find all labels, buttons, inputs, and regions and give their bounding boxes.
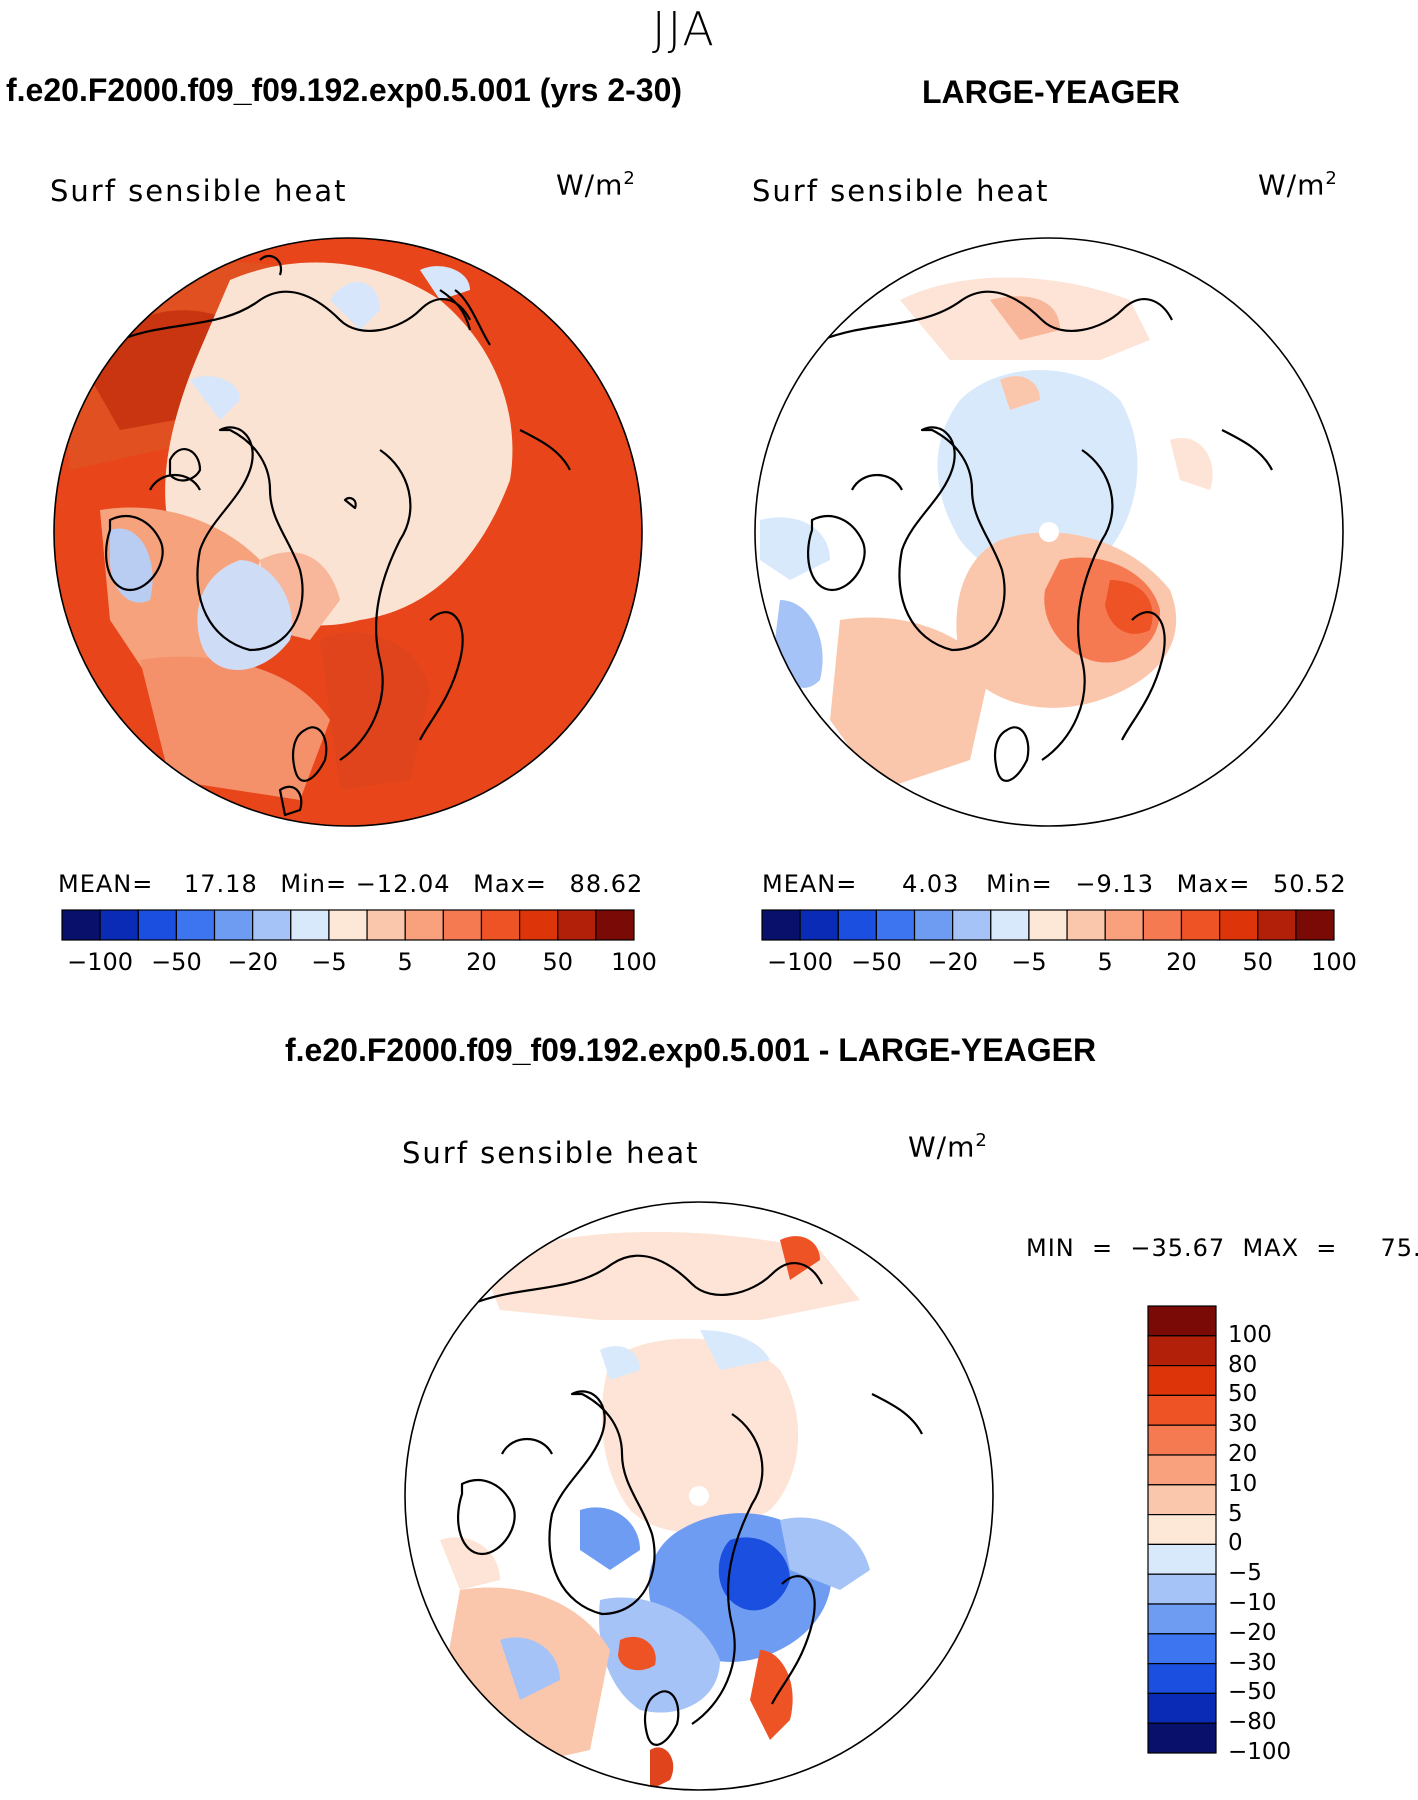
colorbar-swatch — [213, 909, 254, 941]
colorbar-tick-label: −20 — [1228, 1619, 1277, 1646]
colorbar-swatch — [875, 909, 916, 941]
colorbar-tick-label: 5 — [1228, 1500, 1243, 1527]
colorbar-swatch — [595, 909, 635, 941]
colorbar-swatch — [1147, 1662, 1217, 1694]
panel-1-units: W/m2 — [556, 168, 636, 202]
panel-1-stats: MEAN= 17.18 Min= −12.04 Max= 88.62 — [58, 870, 644, 898]
panel-1-title: f.e20.F2000.f09_f09.192.exp0.5.001 (yrs … — [6, 72, 683, 108]
colorbar-swatch — [557, 909, 597, 941]
colorbar-swatch — [1147, 1484, 1217, 1516]
colorbar-swatch — [1147, 1692, 1217, 1724]
colorbar-swatch — [990, 909, 1030, 941]
colorbar-tick-label: −30 — [1228, 1649, 1277, 1676]
colorbar-tick-label: 50 — [542, 948, 573, 976]
colorbar-tick-label: −80 — [1228, 1709, 1277, 1736]
colorbar-tick-label: 30 — [1228, 1411, 1258, 1438]
panel-3-units: W/m2 — [908, 1130, 988, 1164]
season-title: JJA — [652, 2, 716, 56]
colorbar-tick-label: −100 — [767, 948, 834, 976]
colorbar-tick-label: 10 — [1228, 1470, 1258, 1497]
colorbar-tick-label: −20 — [227, 948, 278, 976]
colorbar-tick-label: −50 — [851, 948, 902, 976]
colorbar-tick-label: 5 — [397, 948, 413, 976]
colorbar-tick-label: −20 — [927, 948, 978, 976]
colorbar-swatch — [1147, 1424, 1217, 1456]
colorbar-tick-label: −5 — [1228, 1560, 1262, 1587]
colorbar-swatch — [837, 909, 877, 941]
colorbar-swatch — [366, 909, 406, 941]
colorbar-swatch — [1147, 1364, 1217, 1396]
colorbar-tick-label: −5 — [1011, 948, 1047, 976]
colorbar-swatch — [290, 909, 330, 941]
colorbar-tick-label: 100 — [1228, 1321, 1272, 1348]
colorbar-swatch — [442, 909, 483, 941]
colorbar-swatch — [1147, 1633, 1217, 1665]
panel-3-title: f.e20.F2000.f09_f09.192.exp0.5.001 - LAR… — [285, 1032, 1097, 1068]
colorbar-swatch — [1147, 1603, 1217, 1635]
colorbar-swatch — [1028, 909, 1068, 941]
panel-2-stats: MEAN= 4.03 Min= −9.13 Max= 50.52 — [762, 870, 1347, 898]
colorbar-tick-label: 100 — [611, 948, 657, 976]
colorbar-swatch — [1147, 1394, 1217, 1426]
colorbar-tick-label: 20 — [466, 948, 497, 976]
colorbar-swatch — [1147, 1454, 1217, 1486]
colorbar-tick-label: 50 — [1242, 948, 1273, 976]
colorbar-tick-label: 100 — [1311, 948, 1357, 976]
colorbar-tick-label: −5 — [311, 948, 347, 976]
colorbar-swatch — [1295, 909, 1335, 941]
colorbar-swatch — [1147, 1335, 1217, 1367]
panel-2-units: W/m2 — [1258, 168, 1338, 202]
colorbar-swatch — [761, 909, 801, 941]
colorbar-tick-label: −100 — [1228, 1739, 1292, 1765]
panel-3-stats: MIN = −35.67 MAX = 75.36 — [1026, 1234, 1418, 1262]
colorbar-swatch — [952, 909, 992, 941]
colorbar-swatch — [480, 909, 521, 941]
colorbar-swatch — [328, 909, 368, 941]
colorbar-swatch — [1180, 909, 1221, 941]
colorbar-swatch — [175, 909, 216, 941]
colorbar-tick-label: 20 — [1166, 948, 1197, 976]
colorbar-swatch — [1104, 909, 1144, 941]
colorbar-tick-label: 50 — [1228, 1381, 1258, 1408]
colorbar-swatch — [1147, 1722, 1217, 1754]
panel-1-variable: Surf sensible heat — [50, 174, 348, 208]
panel-2-variable: Surf sensible heat — [752, 174, 1050, 208]
colorbar-tick-label: −50 — [151, 948, 202, 976]
colorbar-tick-label: 0 — [1228, 1530, 1243, 1557]
panel-3-variable: Surf sensible heat — [402, 1136, 700, 1170]
colorbar-swatch — [518, 909, 559, 941]
colorbar-swatch — [1142, 909, 1183, 941]
colorbar-swatch — [1147, 1573, 1217, 1605]
panel-2-title: LARGE-YEAGER — [922, 74, 1180, 110]
colorbar-tick-label: 80 — [1228, 1351, 1258, 1378]
colorbar-tick-label: −50 — [1228, 1679, 1277, 1706]
colorbar-tick-label: 5 — [1097, 948, 1113, 976]
colorbar-swatch — [1147, 1543, 1217, 1575]
colorbar-swatch — [137, 909, 177, 941]
colorbar-swatch — [1147, 1305, 1217, 1337]
colorbar-tick-label: −100 — [67, 948, 134, 976]
colorbar-swatch — [1257, 909, 1297, 941]
colorbar-swatch — [1147, 1513, 1217, 1545]
colorbar-tick-label: −10 — [1228, 1590, 1277, 1616]
colorbar-swatch — [1066, 909, 1106, 941]
colorbar-tick-label: 20 — [1228, 1441, 1258, 1467]
